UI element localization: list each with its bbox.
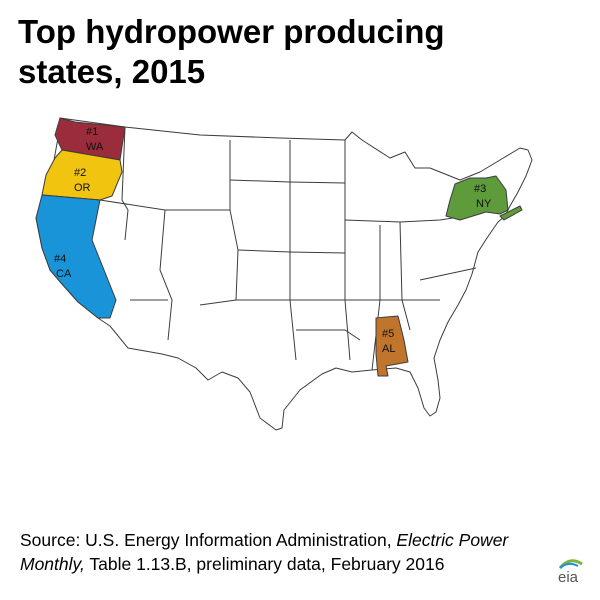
rank-label-wa-rank: #1	[86, 126, 98, 138]
rank-label-ca: #4 CA	[54, 253, 72, 280]
rank-label-ny-rank: #3	[474, 183, 486, 195]
us-outline	[35, 117, 533, 431]
source-suffix: Table 1.13.B, preliminary data, February…	[84, 554, 445, 574]
source-prefix: Source: U.S. Energy Information Administ…	[20, 530, 397, 550]
rank-label-wa-state: WA	[86, 141, 104, 153]
rank-label-or: #2 OR	[74, 167, 91, 194]
title-line-2: states, 2015	[18, 53, 206, 90]
rank-label-al-state: AL	[382, 343, 395, 355]
rank-label-wa: #1 WA	[86, 126, 104, 153]
rank-label-ca-rank: #4	[54, 253, 66, 265]
state-al	[375, 315, 409, 377]
state-ny-long-island	[499, 205, 523, 221]
eia-logo: eia	[558, 559, 583, 586]
rank-label-ny-state: NY	[476, 198, 492, 210]
rank-label-ca-state: CA	[56, 268, 72, 280]
rank-label-al: #5 AL	[382, 328, 395, 355]
state-ca	[35, 194, 117, 319]
source-note: Source: U.S. Energy Information Administ…	[20, 528, 550, 576]
rank-label-or-state: OR	[74, 182, 91, 194]
rank-label-ny: #3 NY	[474, 183, 492, 210]
source-publication: Electric Power Monthly,	[20, 530, 509, 574]
rank-label-or-rank: #2	[74, 167, 86, 179]
rank-label-al-rank: #5	[382, 328, 394, 340]
title-line-1: Top hydropower producing	[18, 13, 445, 50]
us-states-map: #1 WA #2 OR #3 NY #4 CA #5 AL	[35, 117, 533, 431]
map-title: Top hydropower producing states, 2015	[18, 12, 578, 92]
logo-text: eia	[558, 569, 579, 586]
state-ny	[445, 175, 509, 221]
